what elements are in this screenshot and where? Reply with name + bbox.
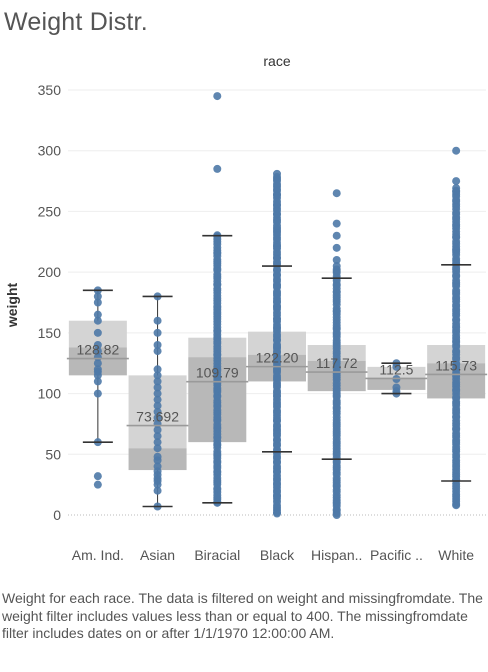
x-category-label: Hispan..	[311, 547, 362, 563]
y-tick-label: 150	[38, 325, 62, 341]
box-group-1: 73.692	[126, 292, 189, 511]
data-point	[273, 169, 281, 178]
data-point	[153, 395, 162, 404]
x-category-label: Black	[260, 547, 295, 563]
x-axis-category-labels: Am. Ind. Asian Biracial Black Hispan.. Pacifi…	[72, 547, 474, 563]
data-point	[332, 511, 341, 519]
data-point	[213, 92, 222, 101]
data-point	[332, 243, 341, 252]
data-point	[153, 365, 162, 374]
mean-label: 73.692	[136, 409, 179, 425]
mean-label: 109.79	[196, 365, 239, 381]
y-tick-label: 300	[38, 143, 62, 159]
mean-label: 115.73	[435, 357, 477, 373]
weight-box-plot-chart: race weight 0 50 100 150 200 250 300 350 128.82…	[4, 53, 488, 563]
data-point	[153, 486, 162, 495]
mean-label: 112.5	[379, 361, 413, 377]
data-point	[332, 219, 341, 228]
y-tick-label: 0	[53, 507, 61, 523]
data-point	[153, 426, 162, 434]
data-point	[332, 256, 341, 264]
box-group-4: 117.72	[305, 189, 368, 519]
box-group-5: 112.5	[365, 359, 428, 398]
y-tick-label: 200	[38, 264, 62, 280]
data-point	[153, 462, 162, 471]
x-category-label: Biracial	[194, 547, 240, 563]
box-group-3: 122.20	[246, 169, 308, 518]
data-point	[93, 310, 102, 319]
y-tick-label: 350	[38, 82, 62, 98]
data-point	[153, 377, 162, 386]
data-point	[153, 444, 162, 453]
data-point	[392, 383, 401, 392]
worksheet-title: Weight Distr.	[4, 8, 148, 36]
box-upper-half	[367, 366, 426, 379]
data-point	[93, 377, 102, 386]
data-point	[93, 347, 102, 356]
data-point	[93, 292, 102, 301]
data-point	[93, 341, 102, 349]
box-group-2: 109.79	[186, 92, 249, 507]
data-point	[153, 383, 162, 392]
data-point	[332, 189, 341, 198]
data-point	[153, 407, 162, 416]
data-point	[93, 359, 102, 368]
data-point	[213, 164, 222, 173]
data-point	[153, 341, 162, 349]
y-axis-label: weight	[4, 283, 20, 329]
mean-label: 128.82	[76, 342, 119, 358]
x-category-label: Asian	[140, 547, 175, 563]
y-axis-ticks: 0 50 100 150 200 250 300 350	[38, 82, 62, 523]
data-point	[93, 316, 102, 325]
data-point	[93, 480, 102, 489]
data-point	[332, 262, 341, 271]
y-tick-label: 100	[38, 386, 62, 402]
data-point	[93, 298, 102, 307]
mean-label: 117.72	[316, 355, 358, 371]
data-point	[153, 316, 162, 325]
data-point	[153, 371, 162, 380]
data-point	[153, 401, 162, 410]
data-point	[153, 347, 162, 356]
data-point	[153, 389, 162, 398]
data-point	[153, 413, 162, 422]
data-point	[93, 328, 102, 337]
data-point	[452, 146, 461, 155]
data-point	[153, 328, 162, 337]
box-plots: 128.82 73.692 109.79 122.20 117.72 112.5 115.7…	[66, 92, 488, 519]
data-point	[153, 438, 162, 447]
x-category-label: Am. Ind.	[72, 547, 124, 563]
data-point	[93, 365, 102, 374]
y-tick-label: 50	[45, 446, 61, 462]
box-group-0: 128.82	[66, 286, 129, 489]
data-point	[153, 452, 162, 461]
data-point	[332, 231, 341, 240]
mean-label: 122.20	[256, 350, 299, 366]
data-point	[93, 389, 102, 398]
data-point	[93, 472, 102, 481]
worksheet-caption: Weight for each race. The data is filter…	[2, 590, 483, 641]
x-category-label: White	[438, 547, 474, 563]
data-point	[153, 432, 162, 441]
column-header-race: race	[263, 53, 290, 69]
x-category-label: Pacific ..	[370, 547, 423, 563]
y-tick-label: 250	[38, 203, 62, 219]
box-group-6: 115.73	[425, 146, 488, 510]
data-point	[452, 177, 461, 186]
data-point	[452, 184, 461, 193]
